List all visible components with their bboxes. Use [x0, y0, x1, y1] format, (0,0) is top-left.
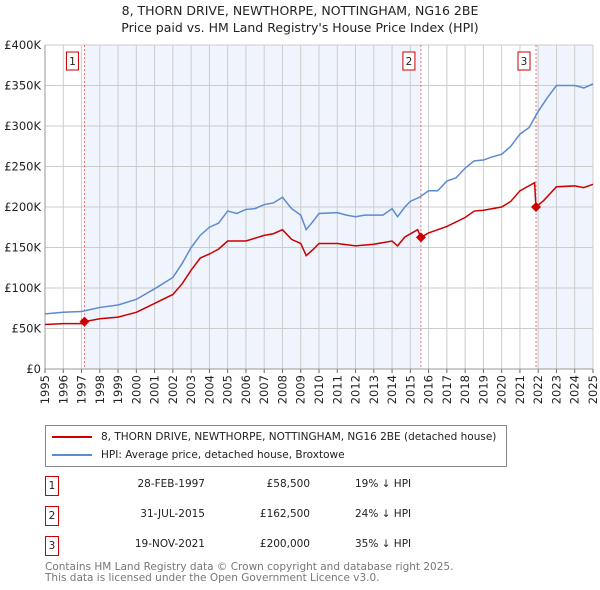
sale-marker-box: [402, 51, 416, 71]
price-chart: 1995 1996 1997 1998 1999 2000 2001 2002 2003 2004…: [4, 38, 600, 404]
x-tick-label: 2024: [568, 375, 582, 404]
sale-date: 19-NOV-2021: [134, 538, 205, 550]
legend: 8, THORN DRIVE, NEWTHORPE, NOTTINGHAM, N…: [45, 425, 507, 467]
legend-item-hpi: HPI: Average price, detached house, Brox…: [52, 447, 345, 463]
y-tick-label: £150K: [4, 241, 41, 255]
footer-copyright: Contains HM Land Registry data © Crown c…: [45, 561, 454, 573]
legend-swatch-red: [52, 436, 92, 438]
x-tick-label: 2004: [202, 375, 216, 404]
x-tick-label: 2011: [330, 375, 344, 404]
sale-marker-label: 3: [521, 56, 528, 68]
price-paid-line: [44, 181, 594, 326]
chart-subtitle: Price paid vs. HM Land Registry's House …: [121, 20, 479, 35]
x-tick-label: 2006: [239, 375, 253, 404]
x-tick-label: 2020: [495, 375, 509, 404]
x-tick-label: 2017: [440, 375, 454, 404]
legend-label: HPI: Average price, detached house, Brox…: [101, 449, 345, 461]
y-tick-label: £200K: [4, 200, 41, 214]
sale-point: [79, 316, 90, 327]
legend-swatch-blue: [52, 454, 92, 456]
y-tick-label: £50K: [12, 322, 42, 336]
x-tick-label: 2001: [148, 375, 162, 404]
sale-marker-label: 2: [45, 506, 59, 526]
x-tick-label: 2008: [275, 375, 289, 404]
x-tick-label: 2023: [549, 375, 563, 404]
x-tick-label: 1995: [38, 375, 52, 404]
x-tick-label: 2013: [367, 375, 381, 404]
x-tick-label: 1998: [93, 375, 107, 404]
footer-licence: This data is licensed under the Open Gov…: [45, 572, 380, 584]
hpi-line: [44, 83, 594, 315]
y-tick-label: £350K: [4, 79, 41, 93]
x-tick-label: 2019: [476, 375, 490, 404]
x-tick-label: 2025: [586, 375, 600, 404]
x-tick-label: 2015: [403, 375, 417, 404]
x-tick-label: 2010: [312, 375, 326, 404]
x-tick-label: 1996: [56, 375, 70, 404]
x-tick-label: 2016: [422, 375, 436, 404]
x-tick-label: 2014: [385, 375, 399, 404]
sale-hpi-diff: 24% ↓ HPI: [355, 508, 412, 520]
x-tick-label: 2000: [129, 375, 143, 404]
sale-marker-label: 1: [69, 56, 76, 68]
sale-point: [415, 232, 426, 243]
x-tick-label: 2022: [531, 375, 545, 404]
sale-date: 28-FEB-1997: [137, 478, 205, 490]
x-tick-label: 2002: [166, 375, 180, 404]
sale-marker-box: [65, 51, 79, 71]
sale-marker-label: 2: [406, 56, 413, 68]
x-tick-label: 2018: [458, 375, 472, 404]
x-tick-label: 2007: [257, 375, 271, 404]
sale-date: 31-JUL-2015: [140, 508, 205, 520]
x-tick-label: 2005: [221, 375, 235, 404]
legend-label: 8, THORN DRIVE, NEWTHORPE, NOTTINGHAM, N…: [101, 431, 497, 443]
sale-hpi-diff: 35% ↓ HPI: [355, 538, 412, 550]
x-tick-label: 2012: [349, 375, 363, 404]
y-tick-label: £250K: [4, 160, 41, 174]
sale-price: £162,500: [259, 508, 310, 520]
sale-price: £200,000: [259, 538, 310, 550]
chart-title: 8, THORN DRIVE, NEWTHORPE, NOTTINGHAM, N…: [121, 3, 479, 18]
sale-point: [531, 202, 542, 212]
x-tick-label: 2009: [294, 375, 308, 404]
y-tick-label: £300K: [4, 119, 41, 133]
legend-item-property: 8, THORN DRIVE, NEWTHORPE, NOTTINGHAM, N…: [52, 429, 496, 445]
y-tick-label: £100K: [4, 281, 41, 295]
y-tick-label: £0: [26, 362, 41, 376]
x-tick-label: 1997: [75, 375, 89, 404]
sale-hpi-diff: 19% ↓ HPI: [355, 478, 412, 490]
y-tick-label: £400K: [4, 38, 41, 52]
sale-marker-label: 1: [45, 476, 59, 496]
x-tick-label: 2003: [184, 375, 198, 404]
sale-marker-box: [517, 51, 531, 71]
sale-price: £58,500: [266, 478, 310, 490]
x-tick-label: 1999: [111, 375, 125, 404]
x-tick-label: 2021: [513, 375, 527, 404]
sale-marker-label: 3: [45, 536, 59, 556]
